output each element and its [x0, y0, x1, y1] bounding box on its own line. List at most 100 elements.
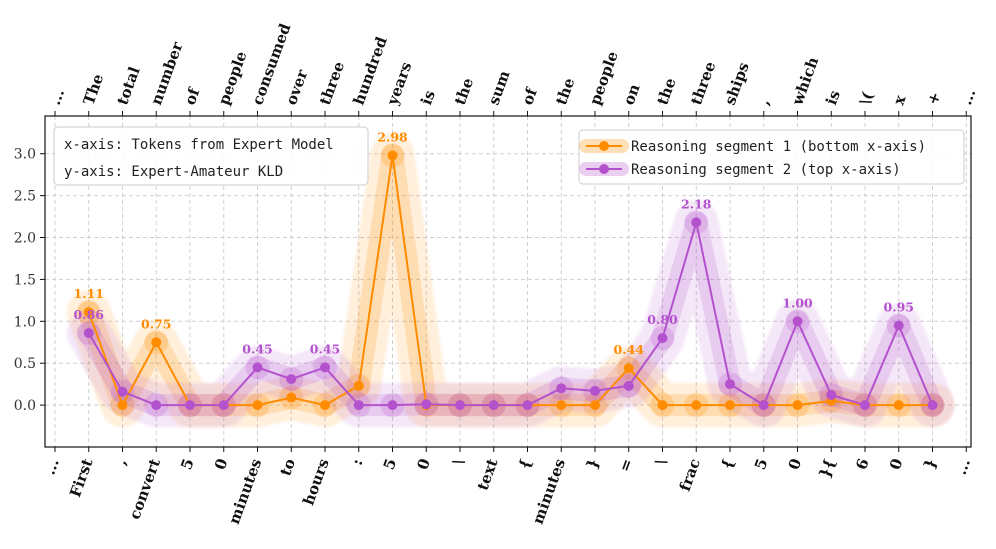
bottom-token-label: ...	[40, 456, 62, 477]
series-1-point	[117, 400, 128, 411]
bottom-token-label: :	[348, 456, 367, 467]
bottom-token-label: 6	[852, 456, 872, 472]
bottom-token-label: hours	[299, 456, 332, 507]
top-token-label: +	[923, 89, 944, 107]
top-token-label: the	[552, 75, 578, 107]
bottom-token-label: ,	[112, 456, 131, 467]
top-token-label: ...	[46, 86, 68, 107]
series-2-point	[758, 400, 769, 411]
series-2-point	[893, 320, 904, 331]
top-token-label: ,	[755, 96, 774, 107]
bottom-token-label: =	[615, 456, 636, 474]
top-token-label: The	[80, 71, 108, 107]
bottom-token-label: First	[66, 456, 96, 499]
series-2-point	[320, 362, 330, 373]
bottom-token-label: 0	[886, 456, 906, 472]
top-token-label: x	[890, 92, 910, 108]
top-token-label: number	[147, 39, 187, 108]
y-tick-label: 2.5	[14, 189, 36, 205]
series-2-point	[927, 400, 938, 411]
series-2-line	[87, 221, 934, 407]
series-1-point	[387, 150, 398, 161]
bottom-token-label: text	[474, 456, 502, 493]
series-1-point	[691, 400, 702, 411]
top-token-label: is	[417, 88, 439, 107]
legend-marker-orange	[599, 141, 609, 151]
series-2-point	[657, 333, 668, 344]
series-2-point	[488, 400, 499, 411]
series-1-point	[623, 363, 634, 374]
y-axis: 0.0 0.5 1.0 1.5 2.0 2.5 3.0	[14, 147, 45, 414]
series-1-point	[286, 392, 297, 403]
series-2-point	[826, 390, 837, 401]
series-2-point	[218, 400, 229, 411]
top-token-label: is	[822, 88, 844, 107]
series-1-point	[353, 380, 364, 391]
series-1-data-label: 0.44	[614, 342, 645, 357]
series-2-point	[792, 316, 803, 327]
series-1-point	[151, 337, 162, 348]
series-2-point	[252, 362, 263, 373]
series-2-point	[387, 400, 398, 411]
top-token-label: over	[282, 66, 312, 107]
bottom-token-label: frac	[676, 456, 704, 493]
bottom-token-label: minutes	[529, 456, 569, 526]
bottom-token-label: ...	[952, 456, 974, 477]
y-tick-label: 0.5	[14, 356, 36, 372]
series-2-point	[623, 380, 634, 391]
series-2-data-label: 0.80	[647, 312, 678, 327]
bottom-token-label: \	[651, 456, 670, 468]
series-1-point	[252, 400, 263, 411]
series-1-point	[893, 400, 904, 411]
legend-label-segment-1: Reasoning segment 1 (bottom x-axis)	[631, 139, 926, 155]
top-token-label: people	[215, 49, 251, 108]
series-2-data-label: 0.45	[310, 341, 340, 356]
y-tick-label: 2.0	[14, 231, 36, 247]
series-1-point	[590, 400, 600, 411]
y-tick-label: 0.0	[14, 398, 36, 414]
top-token-label: ...	[957, 86, 979, 107]
top-token-label: people	[586, 49, 622, 108]
axis-note-box: x-axis: Tokens from Expert Model y-axis:…	[53, 126, 369, 186]
plot-area-frame	[44, 115, 972, 448]
series-2-point	[860, 400, 870, 411]
top-token-label: which	[788, 55, 822, 109]
bottom-token-label: 5	[177, 456, 197, 472]
series-2-point	[455, 400, 465, 411]
series-2-point	[725, 379, 735, 390]
data-labels: 1.11 0.75 2.98 0.44 0.86 0.45 0.45 0.80 2.18 1.00…	[74, 129, 914, 357]
top-token-label: of	[518, 84, 541, 107]
series-2-point	[286, 374, 297, 385]
bottom-token-label: {	[718, 456, 738, 471]
series-2-point	[185, 400, 195, 411]
series-2-point	[421, 399, 432, 410]
top-token-label: total	[113, 64, 143, 107]
series-2-data-label: 2.18	[681, 196, 712, 211]
y-tick-label: 1.0	[14, 314, 36, 330]
top-token-label: on	[620, 81, 644, 107]
bottom-token-label: convert	[125, 456, 164, 522]
axis-note-y: y-axis: Expert-Amateur KLD	[64, 164, 283, 180]
series-lines	[83, 150, 938, 411]
series-1-point	[556, 400, 567, 411]
top-token-label: three	[316, 59, 348, 107]
series-2-data-label: 0.95	[884, 299, 914, 314]
bottom-token-label: 5	[380, 456, 400, 472]
legend-entry-segment-2: Reasoning segment 2 (top x-axis)	[579, 162, 901, 178]
top-token-label: the	[653, 75, 679, 107]
series-2-point	[151, 400, 162, 411]
series-1-point	[83, 307, 94, 318]
series-1-point	[320, 400, 330, 411]
top-token-label: ships	[721, 60, 753, 107]
axis-note-x: x-axis: Tokens from Expert Model	[64, 137, 334, 153]
top-token-label: years	[383, 60, 415, 109]
series-2-point	[353, 400, 364, 411]
top-token-label: sum	[485, 68, 514, 107]
bottom-token-label: }	[920, 456, 940, 471]
series-2-data-label: 1.00	[782, 295, 813, 310]
legend-label-segment-2: Reasoning segment 2 (top x-axis)	[631, 162, 901, 178]
bottom-token-label: 0	[785, 456, 805, 472]
series-1-point	[657, 400, 668, 411]
